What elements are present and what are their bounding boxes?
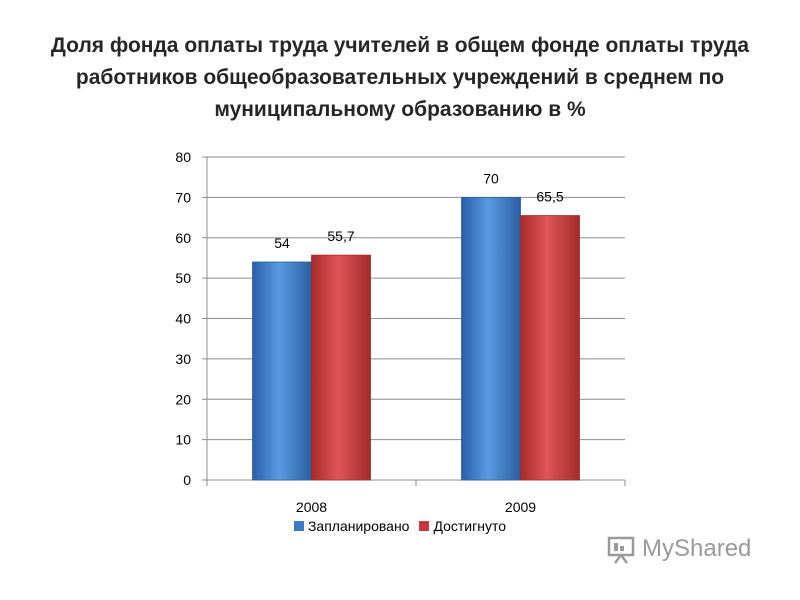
data-label: 70 [483, 170, 499, 186]
bar-2009-1 [520, 215, 580, 481]
axes: 0 10 20 30 40 50 60 70 80 2008 2009 [175, 149, 626, 515]
legend: Запланировано Достигнуто [0, 518, 800, 534]
y-tick-label: 70 [175, 189, 191, 205]
y-tick-label: 60 [175, 230, 191, 246]
y-tick-label: 80 [175, 149, 191, 165]
legend-item-achieved: Достигнуто [419, 518, 506, 534]
y-tick-label: 0 [183, 472, 191, 488]
legend-label-planned: Запланировано [307, 518, 410, 534]
bar-2009-0 [461, 196, 521, 481]
x-tick-label: 2008 [296, 499, 327, 515]
y-tick-label: 30 [175, 351, 191, 367]
y-tick-label: 50 [175, 270, 191, 286]
x-tick-label: 2009 [505, 499, 536, 515]
legend-swatch-achieved [419, 521, 430, 531]
bar-2008-1 [311, 254, 371, 481]
legend-item-planned: Запланировано [293, 518, 410, 534]
bar-2008-0 [252, 261, 312, 481]
y-tick-label: 10 [175, 432, 191, 448]
bars [252, 196, 580, 481]
legend-label-achieved: Достигнуто [433, 518, 507, 534]
presentation-board-icon [607, 536, 635, 564]
chart-title: Доля фонда оплаты труда учителей в общем… [50, 34, 750, 121]
watermark-text: MyShared [642, 535, 752, 562]
data-label: 65,5 [536, 189, 563, 205]
data-label: 54 [274, 235, 290, 251]
watermark: MyShared [606, 534, 751, 564]
legend-swatch-planned [293, 521, 304, 531]
data-labels: 54 55,7 70 65,5 [274, 170, 564, 251]
y-tick-label: 40 [175, 311, 191, 327]
data-label: 55,7 [327, 228, 354, 244]
y-tick-label: 20 [175, 391, 191, 407]
bar-chart: 0 10 20 30 40 50 60 70 80 2008 2009 54 55,7 70 65,5 [175, 149, 626, 515]
